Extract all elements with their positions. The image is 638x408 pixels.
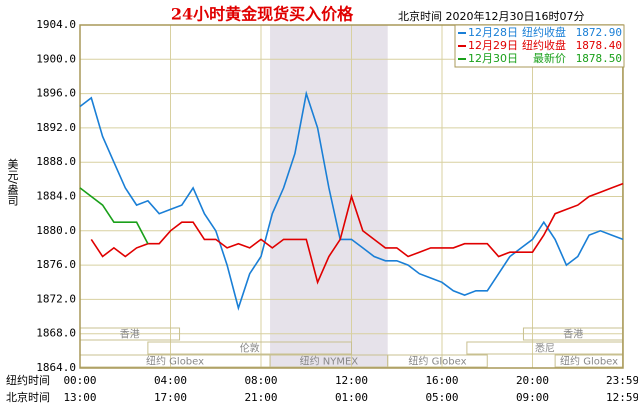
legend-box [454, 24, 625, 68]
y-tick-label: 1872.0 [36, 292, 76, 305]
session-label: 悉尼 [535, 343, 555, 355]
session-label: 纽约 NYMEX [300, 355, 359, 368]
x2-tick-label: 05:00 [425, 391, 458, 404]
subtitle: 北京时间 2020年12月30日16时07分 [398, 9, 584, 23]
y-tick-label: 1880.0 [36, 224, 76, 237]
x2-tick-label: 21:00 [244, 391, 277, 404]
y-tick-label: 1888.0 [36, 155, 76, 168]
y-tick-label: 1900.0 [36, 52, 76, 65]
legend-value: 1878.50 [576, 52, 622, 65]
x2-tick-label: 01:00 [335, 391, 368, 404]
series-line [79, 187, 149, 245]
x-tick-label: 16:00 [425, 374, 458, 387]
x2-tick-label: 13:00 [63, 391, 96, 404]
session-label: 纽约 Globex [146, 355, 204, 368]
legend-value: 1872.90 [576, 26, 622, 39]
legend-label: 12月29日 [468, 39, 518, 52]
series-line [79, 90, 624, 311]
x-tick-label: 20:00 [516, 374, 549, 387]
session-label: 香港 [120, 329, 140, 341]
x2-tick-label: 17:00 [154, 391, 187, 404]
y-tick-label: 1904.0 [36, 18, 76, 31]
session-label: 香港 [563, 329, 583, 341]
y-tick-label: 1868.0 [36, 327, 76, 340]
y-axis-label: 美元/盎司 [6, 158, 19, 206]
x-tick-label: 23:59 [606, 374, 638, 387]
y-tick-label: 1876.0 [36, 258, 76, 271]
y-tick-label: 1864.0 [36, 361, 76, 374]
x2-tick-label: 09:00 [516, 391, 549, 404]
legend-note: 最新价 [533, 51, 566, 65]
chart-title: 24小时黄金现货买入价格 [171, 5, 354, 24]
x-tick-label: 04:00 [154, 374, 187, 387]
session-box [147, 341, 352, 355]
x-tick-label: 08:00 [244, 374, 277, 387]
y-tick-label: 1892.0 [36, 121, 76, 134]
session-label: 伦敦 [240, 342, 260, 355]
x-row-label: 纽约时间 [6, 373, 50, 387]
legend-value: 1878.40 [576, 39, 622, 52]
plot-frame [79, 24, 624, 369]
x-tick-label: 00:00 [63, 374, 96, 387]
y-tick-label: 1896.0 [36, 87, 76, 100]
session-label: 纽约 Globex [560, 355, 618, 368]
legend-note: 纽约收盘 [522, 38, 566, 52]
series-line [90, 182, 624, 285]
legend-note: 纽约收盘 [522, 25, 566, 39]
y-tick-label: 1884.0 [36, 190, 76, 203]
session-label: 纽约 Globex [408, 355, 466, 368]
x2-tick-label: 12:59 [606, 391, 638, 404]
legend-label: 12月30日 [468, 52, 518, 65]
x-tick-label: 12:00 [335, 374, 368, 387]
session-box [387, 354, 488, 368]
x-row-label: 北京时间 [6, 390, 50, 404]
legend-label: 12月28日 [468, 26, 518, 39]
